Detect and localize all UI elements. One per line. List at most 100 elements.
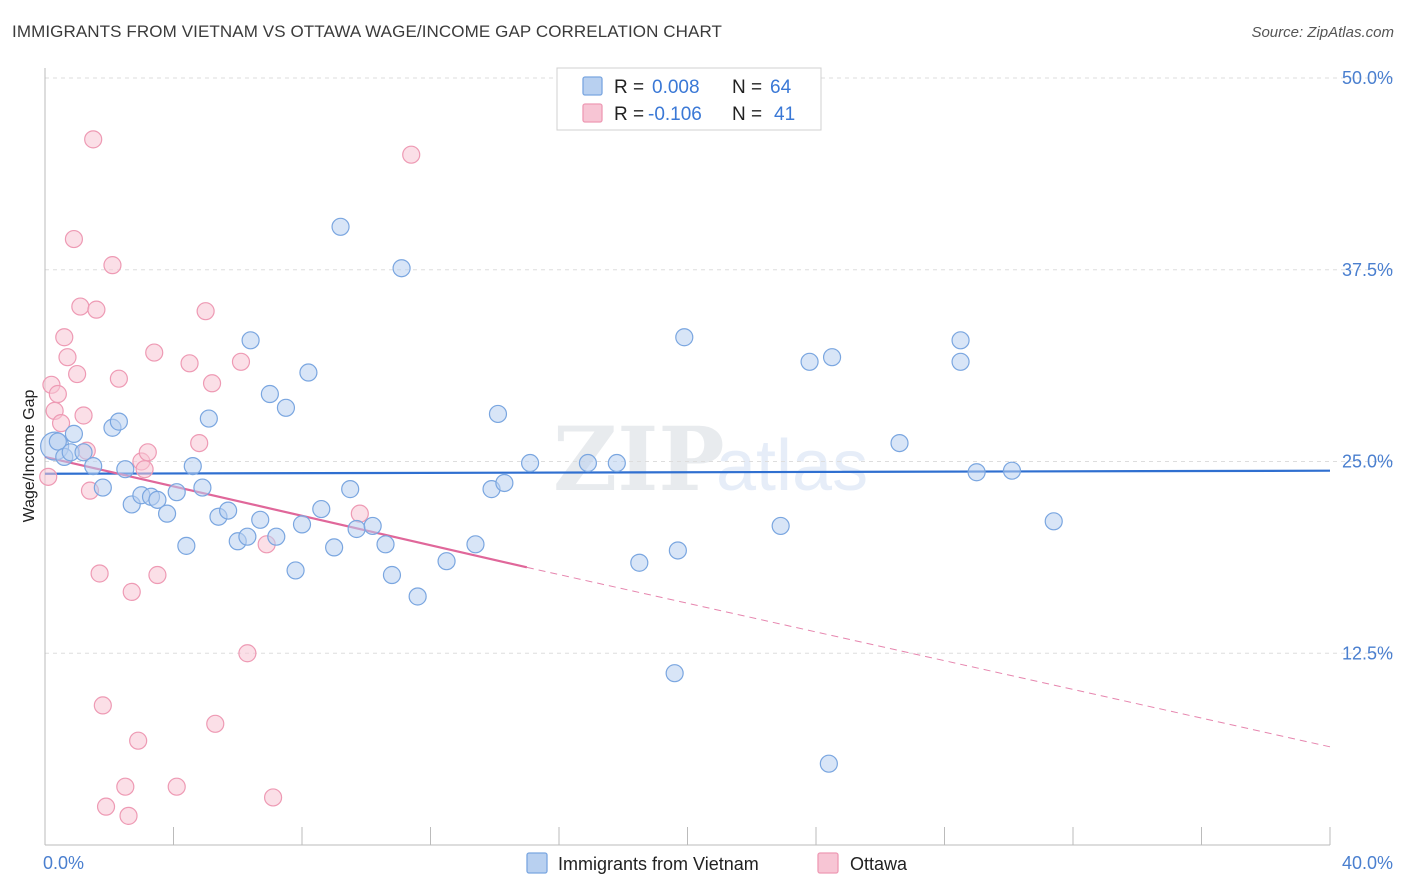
y-tick-label: 25.0% [1342, 452, 1393, 472]
point-ottawa [55, 328, 74, 347]
point-ottawa [90, 564, 109, 583]
point-vietnam [292, 515, 312, 534]
point-vietnam [167, 483, 186, 502]
point-ottawa [231, 352, 251, 371]
point-ottawa [64, 229, 84, 249]
point-ottawa [74, 406, 93, 425]
watermark-atlas: atlas [716, 426, 868, 506]
point-ottawa [116, 777, 135, 796]
point-ottawa [48, 384, 67, 404]
point-vietnam [382, 565, 402, 585]
data-points [39, 130, 1063, 825]
point-ottawa [206, 714, 225, 733]
point-vietnam [299, 363, 318, 382]
legend-r-value-vietnam: 0.008 [652, 77, 700, 98]
point-vietnam [890, 433, 909, 453]
point-vietnam [260, 384, 279, 404]
point-ottawa [122, 582, 141, 601]
point-vietnam [238, 527, 257, 546]
point-ottawa [190, 433, 209, 453]
legend-n-label-vietnam: N = [732, 77, 762, 98]
point-ottawa [402, 145, 421, 164]
point-vietnam [819, 754, 838, 773]
legend-r-value-ottawa: -0.106 [648, 104, 702, 125]
point-vietnam [578, 453, 598, 473]
chart-title: IMMIGRANTS FROM VIETNAM VS OTTAWA WAGE/I… [12, 22, 723, 41]
point-ottawa [96, 797, 116, 816]
point-ottawa [145, 343, 164, 362]
y-tick-label: 50.0% [1342, 68, 1393, 88]
point-ottawa [93, 696, 112, 715]
point-vietnam [157, 504, 177, 523]
point-vietnam [251, 510, 270, 529]
point-vietnam [267, 527, 286, 546]
legend-r-label-ottawa: R = [614, 104, 644, 125]
point-ottawa [202, 374, 222, 393]
correlation-legend: R = 0.008 N = 64 R = -0.106 N = 41 [556, 67, 822, 131]
point-ottawa [51, 414, 71, 433]
point-vietnam [630, 553, 649, 572]
point-vietnam [109, 412, 128, 431]
point-ottawa [135, 460, 154, 479]
point-vietnam [665, 664, 684, 683]
point-vietnam [331, 217, 350, 236]
point-vietnam [193, 478, 212, 497]
point-vietnam [668, 541, 687, 560]
legend-n-value-vietnam: 64 [770, 77, 792, 98]
point-vietnam [347, 519, 366, 539]
point-vietnam [800, 352, 819, 371]
legend-r-label-vietnam: R = [614, 77, 644, 98]
axes: 12.5% 25.0% 37.5% 50.0% 0.0% 40.0% [43, 68, 1393, 873]
y-tick-label: 37.5% [1342, 260, 1393, 280]
point-ottawa [87, 300, 106, 319]
point-vietnam [64, 424, 84, 443]
point-vietnam [1044, 512, 1063, 531]
point-vietnam [199, 409, 218, 428]
point-vietnam [286, 561, 305, 580]
point-ottawa [39, 467, 58, 486]
point-vietnam [93, 478, 112, 497]
point-ottawa [350, 504, 369, 523]
bottom-legend-label-vietnam: Immigrants from Vietnam [558, 854, 759, 874]
point-vietnam [74, 443, 93, 462]
point-vietnam [376, 535, 395, 554]
y-axis-title: Wage/Income Gap [21, 390, 38, 523]
trend-line-vietnam [44, 469, 1331, 475]
point-vietnam [520, 453, 540, 473]
legend-n-value-ottawa: 41 [774, 104, 795, 125]
point-vietnam [488, 404, 508, 424]
legend-swatch-ottawa [582, 103, 603, 123]
source-credit: Source: ZipAtlas.com [1251, 24, 1394, 41]
watermark-zip: ZIP [553, 407, 725, 511]
point-ottawa [167, 777, 186, 796]
point-ottawa [148, 565, 167, 585]
bottom-legend-swatch-ottawa [817, 852, 839, 874]
point-vietnam [48, 432, 67, 451]
point-ottawa [109, 369, 128, 388]
point-vietnam [1002, 461, 1022, 480]
legend-swatch-vietnam [582, 76, 603, 96]
point-ottawa [71, 297, 90, 316]
point-ottawa [263, 788, 283, 807]
point-ottawa [196, 302, 215, 321]
point-vietnam [771, 516, 790, 536]
point-ottawa [180, 354, 199, 373]
legend-n-label-ottawa: N = [732, 104, 762, 125]
point-ottawa [119, 806, 138, 825]
point-vietnam [607, 453, 626, 473]
point-vietnam [466, 535, 485, 554]
point-vietnam [392, 259, 411, 278]
point-vietnam [951, 352, 970, 371]
trend-line-ottawa-extrapolated [526, 566, 1331, 748]
point-vietnam [183, 457, 202, 476]
point-vietnam [437, 552, 456, 571]
point-vietnam [341, 480, 360, 499]
point-ottawa [238, 644, 257, 663]
point-ottawa [58, 348, 77, 367]
point-vietnam [951, 331, 970, 350]
x-tick-label: 0.0% [43, 853, 84, 873]
point-vietnam [495, 473, 514, 493]
bottom-legend-label-ottawa: Ottawa [850, 854, 908, 874]
point-ottawa [129, 731, 148, 750]
